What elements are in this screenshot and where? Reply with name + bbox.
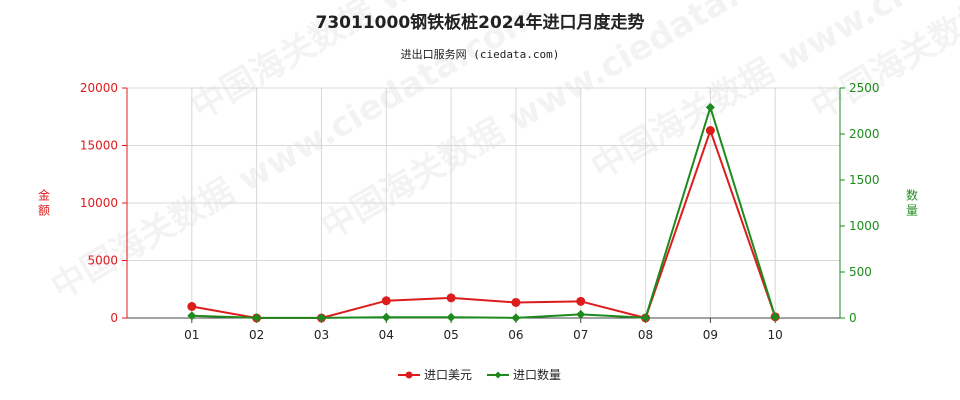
right-tick-label: 500 <box>849 265 872 279</box>
series-point-2 <box>576 309 586 319</box>
x-tick-label: 05 <box>443 328 458 342</box>
left-tick-label: 0 <box>110 311 118 325</box>
legend-marker <box>494 371 502 379</box>
left-tick-label: 20000 <box>80 81 118 95</box>
x-tick-label: 08 <box>638 328 653 342</box>
x-tick-label: 07 <box>573 328 588 342</box>
chart-subtitle: 进出口服务网 (ciedata.com) <box>400 48 560 61</box>
legend-marker <box>405 371 413 379</box>
x-tick-label: 02 <box>249 328 264 342</box>
right-tick-label: 1000 <box>849 219 880 233</box>
series-point-2 <box>770 312 780 322</box>
legend-label: 进口美元 <box>424 368 472 382</box>
right-tick-label: 1500 <box>849 173 880 187</box>
series-point-2 <box>446 312 456 322</box>
series-point-2 <box>641 313 651 323</box>
chart-title: 73011000钢铁板桩2024年进口月度走势 <box>315 13 645 33</box>
series-point-1 <box>187 302 197 311</box>
x-tick-label: 04 <box>379 328 394 342</box>
left-axis-label: 金额 <box>38 188 50 218</box>
right-tick-label: 0 <box>849 311 857 325</box>
x-tick-label: 10 <box>768 328 783 342</box>
x-tick-label: 01 <box>184 328 199 342</box>
right-axis-label: 数量 <box>906 188 918 218</box>
series-point-2 <box>187 311 197 321</box>
left-tick-label: 10000 <box>80 196 118 210</box>
right-tick-label: 2000 <box>849 127 880 141</box>
series-point-2 <box>381 312 391 322</box>
series-point-2 <box>252 313 262 323</box>
series-point-2 <box>511 313 521 323</box>
x-tick-label: 06 <box>508 328 523 342</box>
series-point-2 <box>705 102 715 112</box>
watermark-text: 中国海关数据 www.ciedata.com <box>315 0 815 248</box>
x-tick-label: 03 <box>314 328 329 342</box>
series-point-1 <box>381 296 391 306</box>
series-point-1 <box>511 297 521 307</box>
series-point-1 <box>446 293 456 303</box>
series-point-1 <box>705 126 715 136</box>
series-point-2 <box>316 313 326 323</box>
right-tick-label: 2500 <box>849 81 880 95</box>
left-tick-label: 15000 <box>80 139 118 153</box>
x-tick-label: 09 <box>703 328 718 342</box>
legend-label: 进口数量 <box>513 367 561 382</box>
series-line-2 <box>191 103 777 319</box>
left-tick-label: 5000 <box>87 254 118 268</box>
series-point-1 <box>576 296 586 306</box>
